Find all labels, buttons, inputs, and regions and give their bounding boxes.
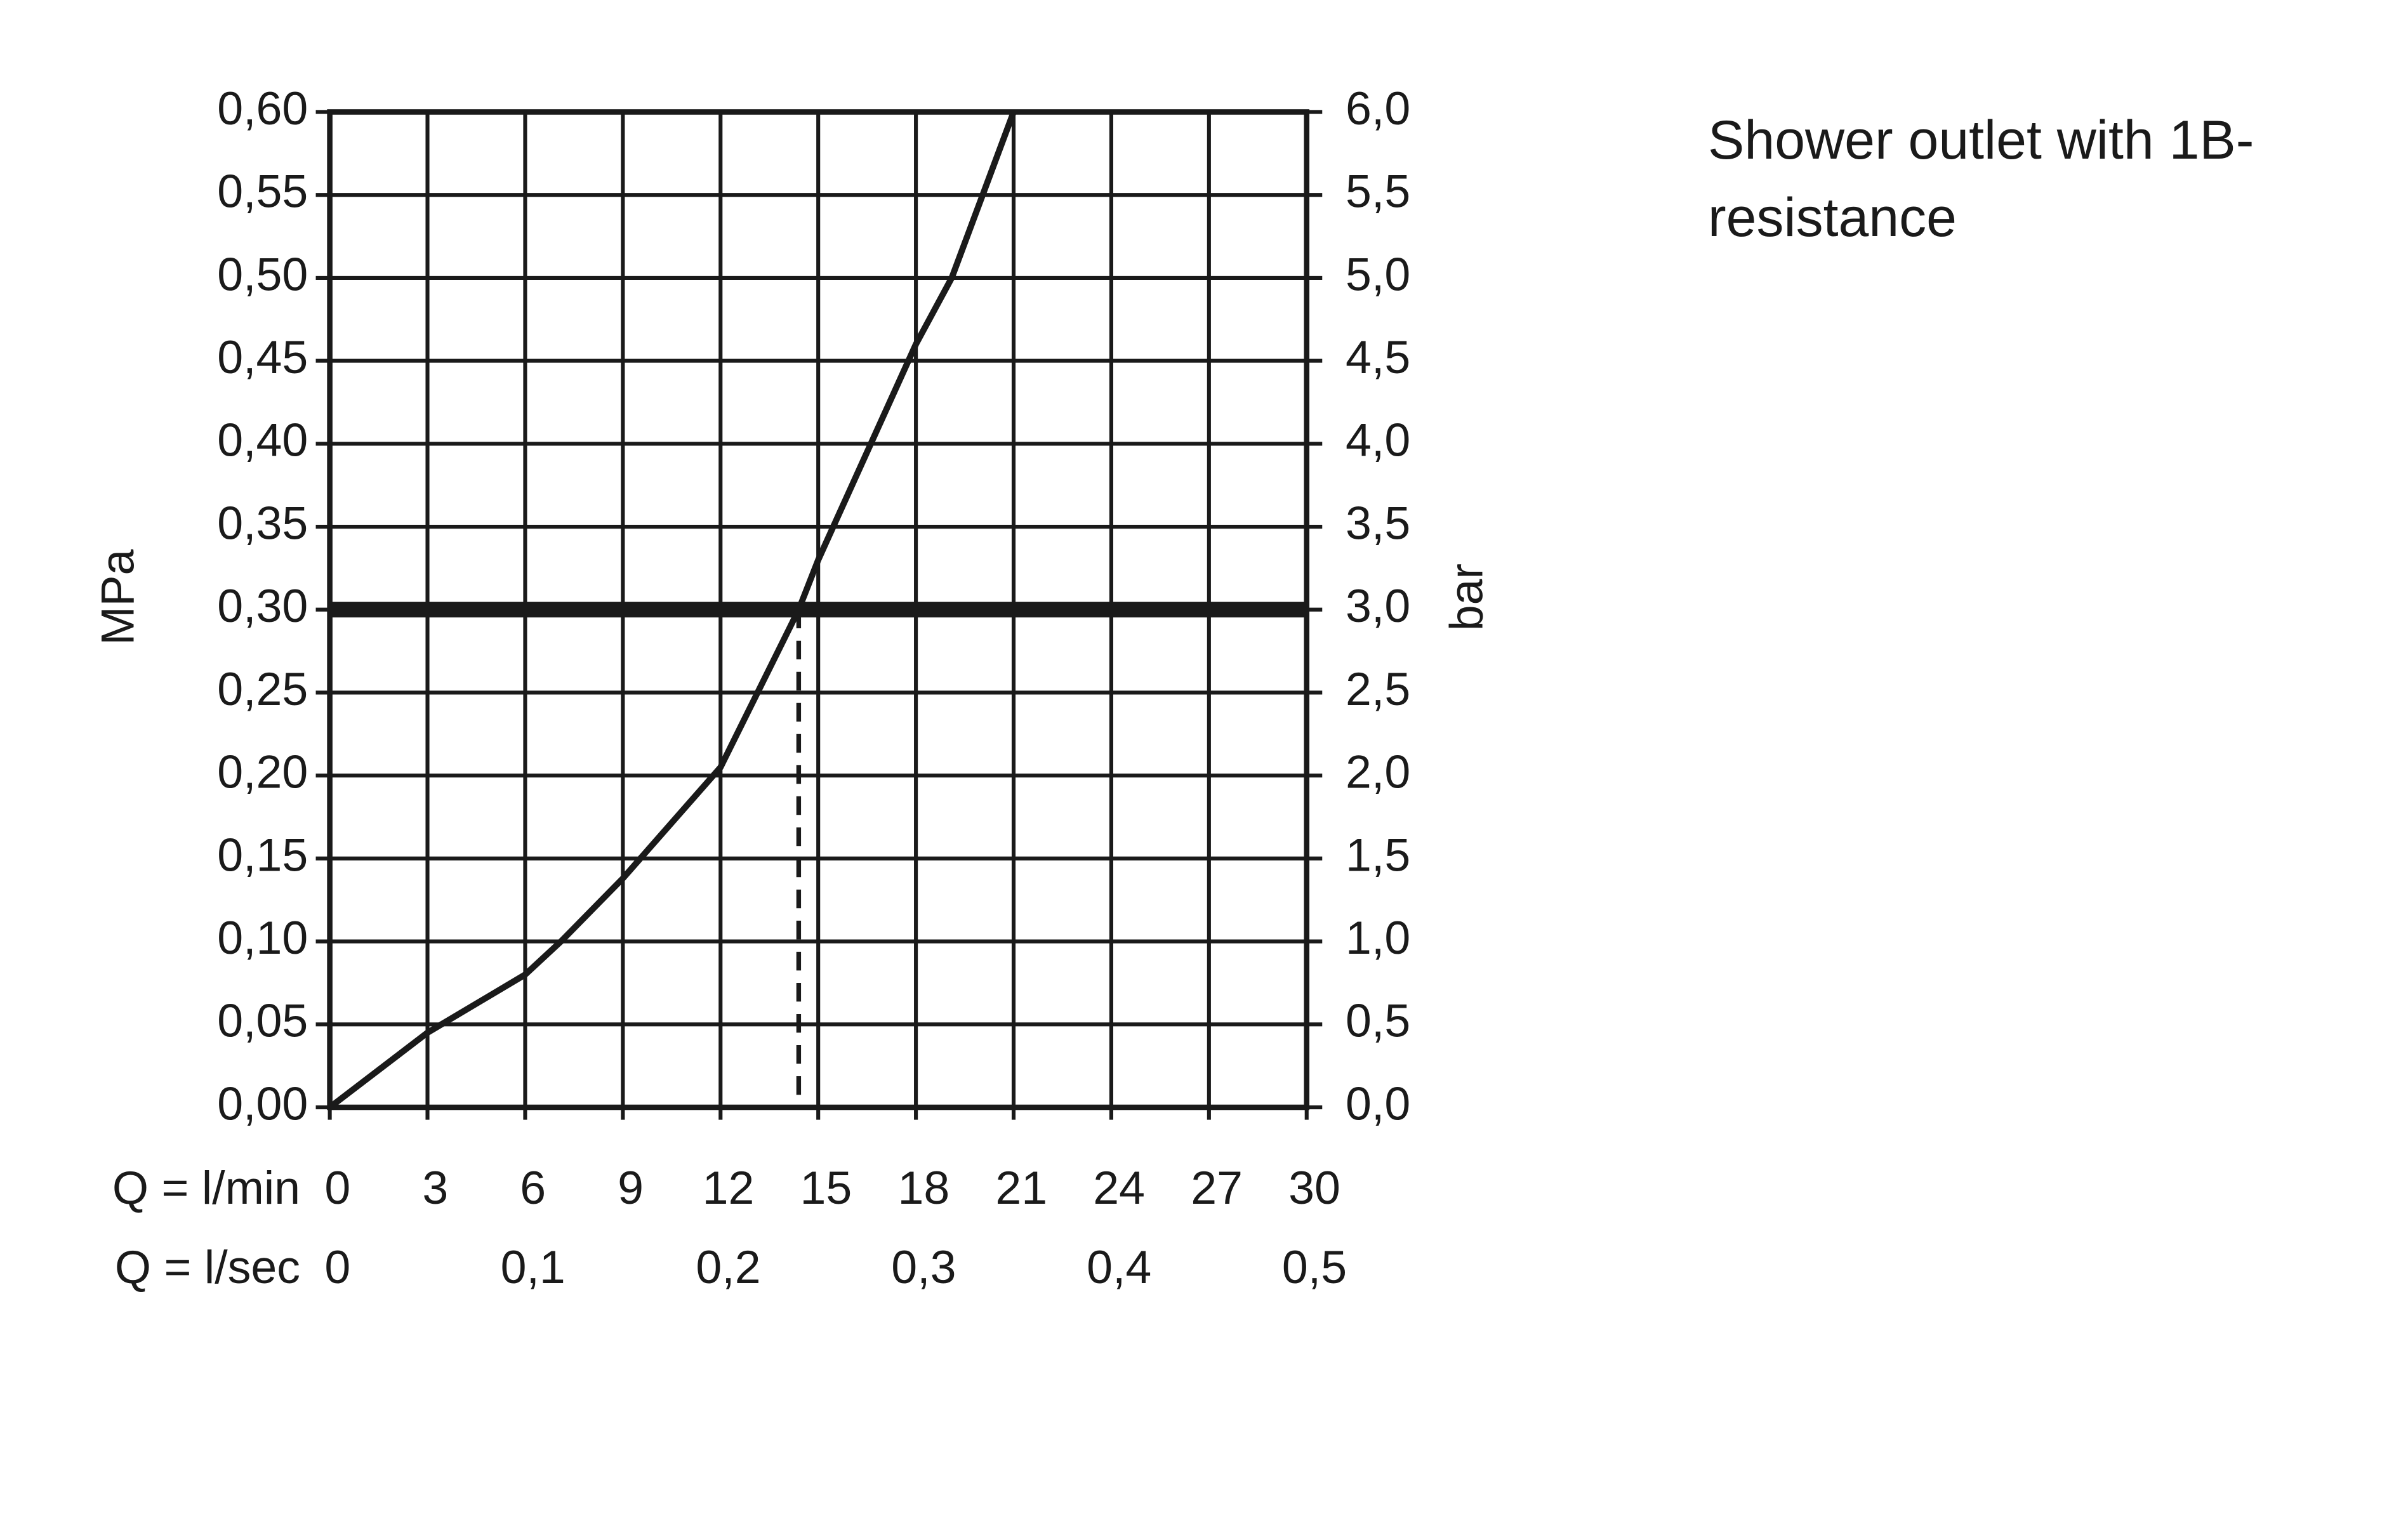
y-tick-label: 0,50 — [217, 247, 308, 300]
y-tick-label: 0,20 — [217, 746, 308, 798]
y-tick-label: 0,45 — [217, 331, 308, 383]
x-tick-label: 12 — [703, 1161, 755, 1214]
y2-tick-label: 2,5 — [1346, 662, 1410, 715]
x2-tick-label: 0,4 — [1087, 1241, 1151, 1293]
x-tick-label: 9 — [618, 1161, 644, 1214]
x-tick-label: 15 — [800, 1161, 852, 1214]
x-tick-label: 24 — [1093, 1161, 1145, 1214]
y-tick-label: 0,30 — [217, 579, 308, 632]
x2-tick-label: 0,5 — [1282, 1241, 1347, 1293]
x2-tick-label: 0 — [324, 1241, 350, 1293]
y-tick-label: 0,40 — [217, 414, 308, 466]
y-tick-label: 0,60 — [217, 82, 308, 135]
x2-axis-label: Q = l/sec — [115, 1241, 300, 1293]
y2-tick-label: 6,0 — [1346, 82, 1410, 135]
y2-tick-label: 4,0 — [1346, 414, 1410, 466]
y-tick-label: 0,00 — [217, 1077, 308, 1130]
y2-tick-label: 1,5 — [1346, 828, 1410, 881]
y-tick-label: 0,35 — [217, 496, 308, 549]
x-tick-label: 30 — [1288, 1161, 1340, 1214]
y-tick-label: 0,10 — [217, 911, 308, 964]
y-axis-label: MPa — [91, 549, 144, 645]
y2-tick-label: 1,0 — [1346, 911, 1410, 964]
x-tick-label: 21 — [995, 1161, 1047, 1214]
y-tick-label: 0,55 — [217, 165, 308, 218]
x2-tick-label: 0,2 — [696, 1241, 760, 1293]
y2-tick-label: 2,0 — [1346, 746, 1410, 798]
x-tick-label: 6 — [520, 1161, 546, 1214]
chart-title: Shower outlet with 1B-resistance — [1708, 110, 2254, 248]
x-tick-label: 0 — [324, 1161, 350, 1214]
y-tick-label: 0,25 — [217, 662, 308, 715]
y2-axis-label: bar — [1440, 563, 1493, 631]
y2-tick-label: 4,5 — [1346, 331, 1410, 383]
y2-tick-label: 5,5 — [1346, 165, 1410, 218]
y-tick-label: 0,05 — [217, 994, 308, 1047]
y-tick-label: 0,15 — [217, 828, 308, 881]
x-tick-label: 3 — [422, 1161, 448, 1214]
y2-tick-label: 0,5 — [1346, 994, 1410, 1047]
x2-tick-label: 0,1 — [501, 1241, 566, 1293]
x-axis-label: Q = l/min — [112, 1161, 300, 1214]
y2-tick-label: 5,0 — [1346, 247, 1410, 300]
y2-tick-label: 3,5 — [1346, 496, 1410, 549]
y2-tick-label: 0,0 — [1346, 1077, 1410, 1130]
curve — [327, 110, 1017, 1110]
x2-tick-label: 0,3 — [891, 1241, 956, 1293]
x-tick-label: 18 — [897, 1161, 949, 1214]
y2-tick-label: 3,0 — [1346, 579, 1410, 632]
x-tick-label: 27 — [1191, 1161, 1243, 1214]
